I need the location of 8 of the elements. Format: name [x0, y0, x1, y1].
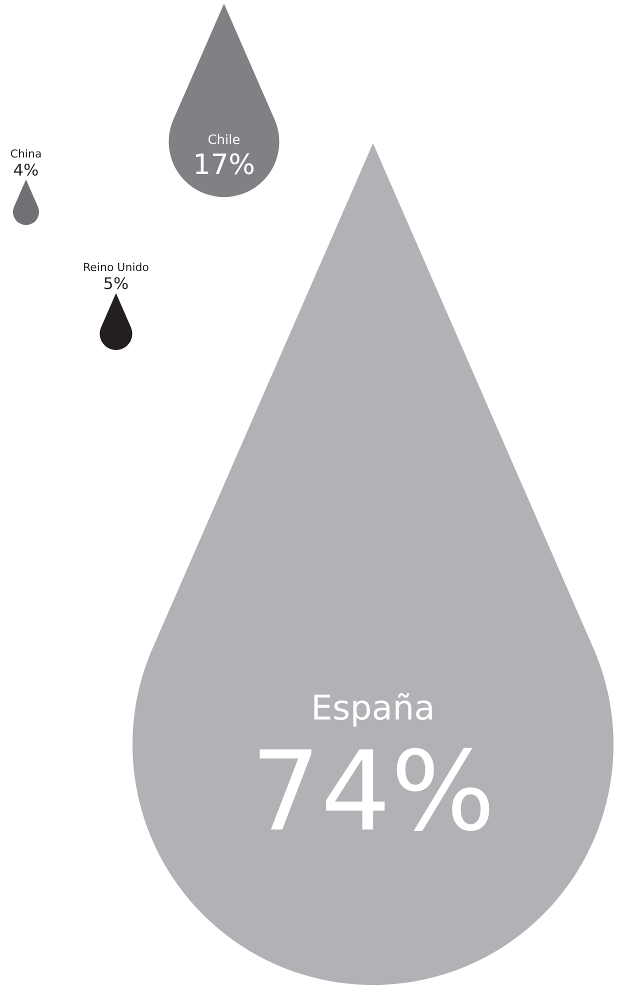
category-label: España — [311, 688, 435, 728]
data-label: 74% — [250, 728, 496, 856]
category-label: China — [10, 148, 42, 160]
category-label: Chile — [208, 132, 240, 148]
category-label: Reino Unido — [83, 261, 150, 274]
data-label: 5% — [103, 274, 129, 294]
data-label: 4% — [13, 160, 39, 180]
data-label: 17% — [192, 148, 256, 181]
